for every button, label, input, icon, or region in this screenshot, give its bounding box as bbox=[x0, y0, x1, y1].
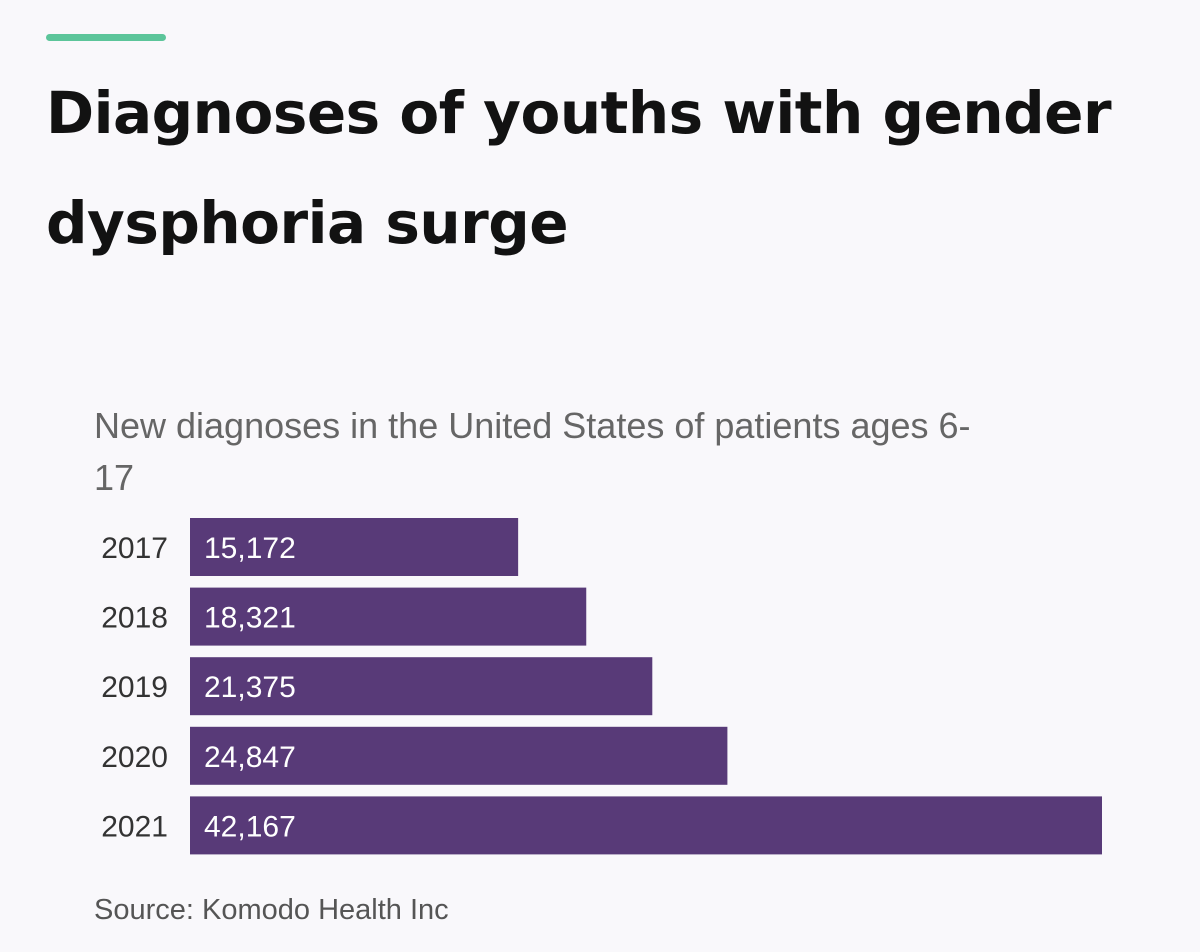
bar-chart: 2017 15,172 2018 18,321 2019 21,375 2020 24,847… bbox=[101, 518, 1102, 855]
category-label-2021: 2021 bbox=[101, 810, 168, 843]
value-label-2018: 18,321 bbox=[204, 602, 296, 635]
category-label-2018: 2018 bbox=[101, 602, 168, 635]
category-label-2020: 2020 bbox=[101, 741, 168, 774]
value-label-2020: 24,847 bbox=[204, 741, 296, 774]
bar-2021 bbox=[190, 796, 1102, 855]
value-label-2021: 42,167 bbox=[204, 810, 296, 843]
category-label-2017: 2017 bbox=[101, 532, 168, 565]
bar-2017 bbox=[190, 518, 519, 576]
value-label-2017: 15,172 bbox=[204, 532, 296, 565]
category-label-2019: 2019 bbox=[101, 671, 168, 704]
value-label-2019: 21,375 bbox=[204, 671, 296, 704]
bar-2020 bbox=[190, 726, 728, 785]
chart-subtitle: New diagnoses in the United States of pa… bbox=[94, 405, 971, 498]
source-note: Source: Komodo Health Inc bbox=[94, 894, 449, 926]
bar-2018 bbox=[190, 587, 587, 646]
title-accent-rule bbox=[46, 34, 166, 41]
bar-2019 bbox=[190, 657, 653, 716]
chart-title: Diagnoses of youths with gender dysphori… bbox=[46, 79, 1112, 257]
